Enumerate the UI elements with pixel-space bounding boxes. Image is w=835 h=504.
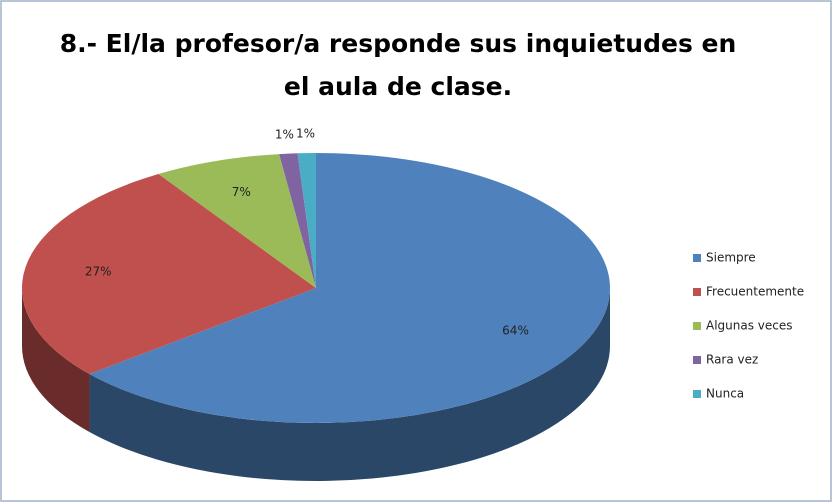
slice-side [22,288,90,433]
legend-swatch [693,254,701,262]
slice [279,153,316,288]
slice [297,153,316,288]
legend-swatch [693,322,701,330]
slice-side [89,288,610,481]
slice [89,153,610,423]
slice [21,174,317,375]
data-label: 7% [232,185,251,199]
legend-swatch [693,390,701,398]
legend-label: Frecuentemente [706,285,804,299]
chart-title: 8.- El/la profesor/a responde sus inquie… [60,29,737,58]
legend-swatch [693,288,701,296]
data-label: 1% [275,127,294,141]
chart-title: el aula de clase. [284,72,512,101]
data-label: 64% [502,324,529,338]
data-label: 27% [85,265,112,279]
legend-label: Rara vez [706,353,758,367]
legend-label: Nunca [706,387,744,401]
legend-label: Siempre [706,251,756,265]
legend-label: Algunas veces [706,319,793,333]
slice [158,154,316,288]
data-label: 1% [296,127,315,141]
legend-swatch [693,356,701,364]
